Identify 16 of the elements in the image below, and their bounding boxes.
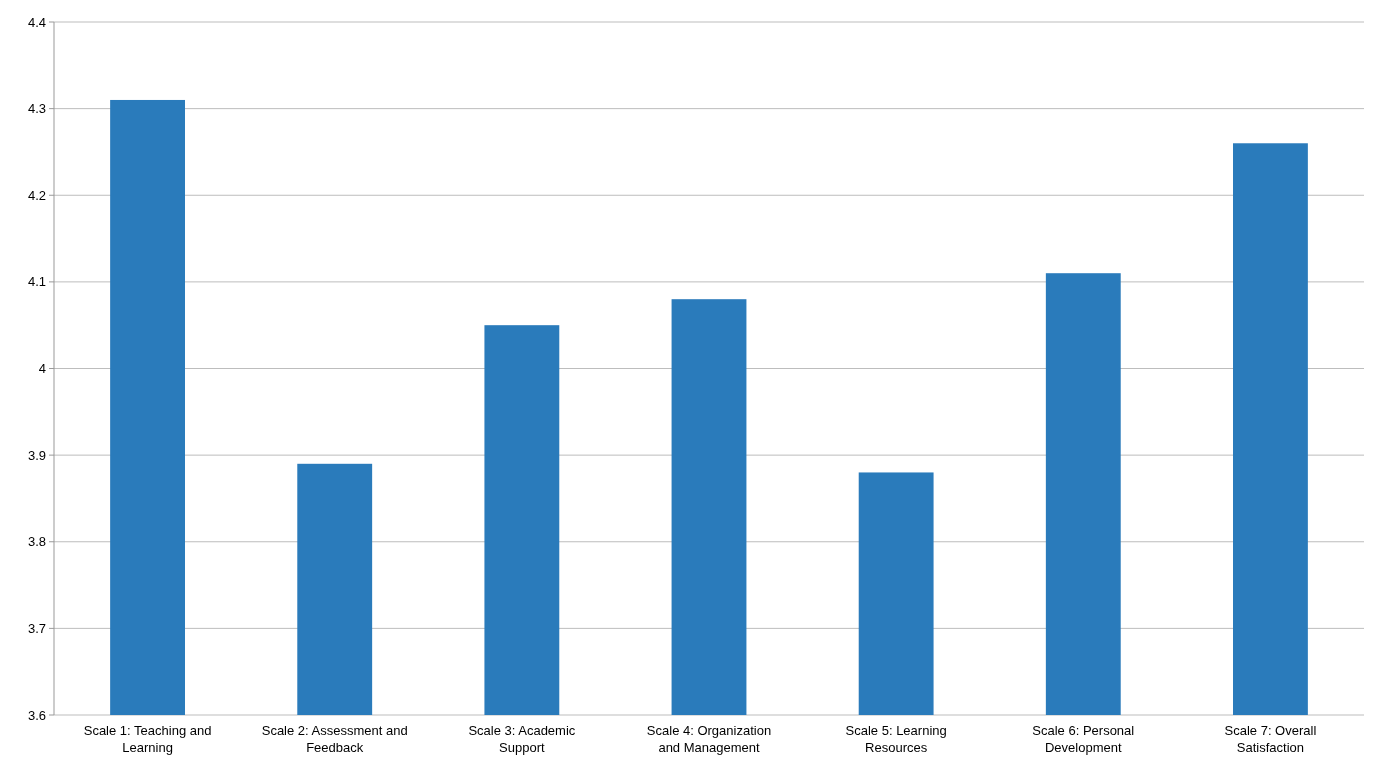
y-tick-label: 4.1 <box>27 274 46 290</box>
x-tick-label: Scale 5: Learning Resources <box>845 723 947 755</box>
x-tick-label: Scale 7: Overall Satisfaction <box>1224 723 1317 755</box>
y-tick-label: 3.9 <box>27 447 46 463</box>
y-tick-label: 4 <box>38 361 46 377</box>
y-tick-label: 4.4 <box>27 14 46 30</box>
y-tick-label: 3.7 <box>27 620 46 636</box>
x-tick-label: Scale 2: Assessment and Feedback <box>261 723 408 755</box>
y-tick-label: 4.2 <box>27 187 46 203</box>
y-tick-label: 4.3 <box>27 101 46 117</box>
x-tick-label: Scale 1: Teaching and Learning <box>83 723 212 755</box>
x-tick-label: Scale 4: Organization and Management <box>646 723 772 755</box>
y-tick-label: 3.8 <box>27 534 46 550</box>
x-tick-label: Scale 3: Academic Support <box>468 723 576 755</box>
y-tick-label: 3.6 <box>27 707 46 723</box>
x-tick-label: Scale 6: Personal Development <box>1032 723 1135 755</box>
